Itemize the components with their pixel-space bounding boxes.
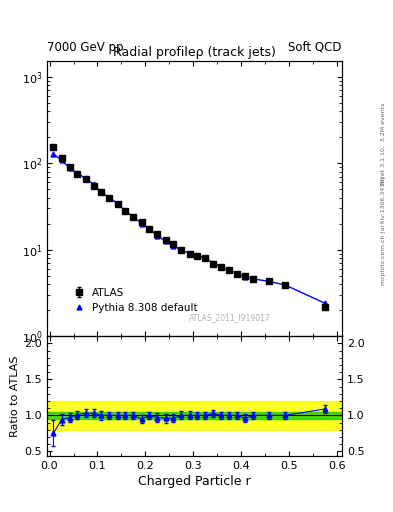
Line: Pythia 8.308 default: Pythia 8.308 default: [51, 152, 328, 306]
Bar: [47, 401, 342, 430]
Pythia 8.308 default: [107, 195, 112, 201]
Pythia 8.308 default: [123, 208, 128, 214]
Pythia 8.308 default: [171, 243, 176, 249]
Pythia 8.308 default: [267, 279, 272, 285]
Text: 7000 GeV pp: 7000 GeV pp: [47, 41, 124, 54]
Pythia 8.308 default: [155, 232, 160, 239]
Y-axis label: Ratio to ATLAS: Ratio to ATLAS: [10, 355, 20, 437]
Pythia 8.308 default: [203, 255, 208, 261]
Text: mcplots.cern.ch [arXiv:1306.3436]: mcplots.cern.ch [arXiv:1306.3436]: [381, 176, 386, 285]
Pythia 8.308 default: [219, 264, 224, 270]
Pythia 8.308 default: [235, 270, 240, 276]
Pythia 8.308 default: [283, 282, 288, 288]
Text: Soft QCD: Soft QCD: [288, 41, 342, 54]
Pythia 8.308 default: [187, 250, 192, 257]
Pythia 8.308 default: [115, 201, 120, 207]
Pythia 8.308 default: [147, 226, 152, 232]
Pythia 8.308 default: [211, 260, 216, 266]
Pythia 8.308 default: [51, 151, 56, 157]
Pythia 8.308 default: [179, 247, 184, 253]
Pythia 8.308 default: [91, 181, 96, 187]
Bar: [47, 412, 342, 419]
Title: Radial profileρ (track jets): Radial profileρ (track jets): [113, 46, 276, 59]
Pythia 8.308 default: [323, 300, 327, 306]
Pythia 8.308 default: [195, 253, 200, 259]
Pythia 8.308 default: [59, 157, 64, 163]
Pythia 8.308 default: [67, 165, 72, 171]
Pythia 8.308 default: [139, 221, 144, 227]
Legend: ATLAS, Pythia 8.308 default: ATLAS, Pythia 8.308 default: [67, 284, 202, 317]
Pythia 8.308 default: [243, 274, 248, 281]
Pythia 8.308 default: [131, 214, 136, 220]
Pythia 8.308 default: [83, 175, 88, 181]
Text: ATLAS_2011_I919017: ATLAS_2011_I919017: [189, 313, 271, 323]
Pythia 8.308 default: [251, 276, 255, 282]
Pythia 8.308 default: [75, 170, 80, 177]
Pythia 8.308 default: [227, 267, 231, 273]
X-axis label: Charged Particle r: Charged Particle r: [138, 475, 251, 488]
Pythia 8.308 default: [99, 189, 104, 196]
Pythia 8.308 default: [163, 238, 168, 244]
Text: Rivet 3.1.10,  3.2M events: Rivet 3.1.10, 3.2M events: [381, 102, 386, 184]
